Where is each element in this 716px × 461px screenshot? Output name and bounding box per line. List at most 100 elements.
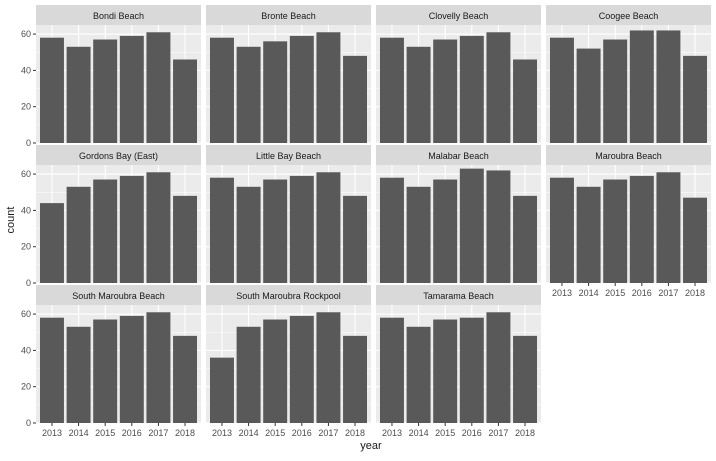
facet-strip [376, 285, 541, 305]
bar [656, 30, 681, 144]
bar [406, 326, 431, 423]
facet-strip [206, 145, 371, 165]
bar [459, 317, 484, 423]
bar [486, 32, 511, 144]
x-tick-label: 2017 [488, 428, 508, 438]
bar [289, 315, 314, 423]
bar [236, 46, 261, 143]
bar [263, 319, 288, 423]
bar [656, 172, 681, 283]
y-tick-label: 0 [26, 418, 31, 428]
bar [236, 326, 261, 423]
x-tick-label: 2017 [148, 428, 168, 438]
bar [263, 41, 288, 143]
x-tick-label: 2013 [552, 288, 572, 298]
x-tick-label: 2016 [292, 428, 312, 438]
bar [236, 186, 261, 283]
y-tick-label: 60 [21, 169, 31, 179]
y-tick-label: 60 [21, 29, 31, 39]
bar [406, 46, 431, 143]
facet-title: Malabar Beach [428, 151, 489, 161]
bar [39, 37, 64, 144]
bar [459, 35, 484, 144]
x-tick-label: 2016 [122, 428, 142, 438]
bar [379, 37, 404, 144]
facet-strip [546, 5, 711, 25]
bar [576, 48, 601, 143]
bar [343, 55, 368, 143]
y-tick-label: 40 [21, 65, 31, 75]
x-tick-label: 2016 [632, 288, 652, 298]
bar [576, 186, 601, 283]
facet-strip [546, 145, 711, 165]
y-tick-label: 40 [21, 205, 31, 215]
facet-strip [376, 145, 541, 165]
bar [379, 317, 404, 423]
bar [146, 32, 171, 144]
bar [316, 172, 341, 283]
y-tick-label: 40 [21, 345, 31, 355]
facet-title: Bronte Beach [261, 11, 316, 21]
y-tick-label: 0 [26, 138, 31, 148]
x-tick-label: 2014 [69, 428, 89, 438]
bar [513, 59, 538, 143]
bar [406, 186, 431, 283]
bar [289, 35, 314, 144]
bar [433, 179, 458, 283]
x-tick-label: 2013 [42, 428, 62, 438]
bar [146, 312, 171, 423]
facet-title: Coogee Beach [599, 11, 659, 21]
y-tick-label: 20 [21, 382, 31, 392]
y-tick-label: 20 [21, 102, 31, 112]
facet-strip [376, 5, 541, 25]
bar [433, 319, 458, 423]
facet-title: South Maroubra Beach [72, 291, 165, 301]
bar [66, 326, 91, 423]
x-axis-title: year [360, 440, 382, 452]
x-tick-label: 2018 [175, 428, 195, 438]
bar [66, 186, 91, 283]
bar [93, 39, 118, 144]
bar [379, 177, 404, 283]
facet-strip [36, 285, 201, 305]
x-tick-label: 2014 [579, 288, 599, 298]
x-tick-label: 2015 [265, 428, 285, 438]
x-tick-label: 2015 [435, 428, 455, 438]
bar [209, 357, 234, 423]
bar [513, 335, 538, 423]
bar [433, 39, 458, 144]
facet-strip [206, 5, 371, 25]
x-tick-label: 2016 [462, 428, 482, 438]
bar [209, 37, 234, 144]
facet-title: Gordons Bay (East) [79, 151, 158, 161]
bar [263, 179, 288, 283]
bar [603, 39, 628, 144]
x-tick-label: 2018 [345, 428, 365, 438]
bar [39, 317, 64, 423]
facet-title: Clovelly Beach [429, 11, 489, 21]
bar [683, 197, 708, 283]
bar [39, 203, 64, 283]
x-tick-label: 2018 [685, 288, 705, 298]
bar [173, 195, 198, 283]
bar [146, 172, 171, 283]
bar [486, 312, 511, 423]
bar [549, 177, 574, 283]
x-tick-label: 2015 [95, 428, 115, 438]
bar [289, 175, 314, 283]
bar [209, 177, 234, 283]
bar [343, 195, 368, 283]
bar [629, 30, 654, 144]
x-tick-label: 2013 [382, 428, 402, 438]
facet-title: South Maroubra Rockpool [236, 291, 341, 301]
facet-title: Bondi Beach [93, 11, 144, 21]
x-tick-label: 2015 [605, 288, 625, 298]
x-tick-label: 2014 [409, 428, 429, 438]
bar [683, 55, 708, 143]
y-tick-label: 60 [21, 309, 31, 319]
y-tick-label: 20 [21, 242, 31, 252]
y-tick-label: 0 [26, 278, 31, 288]
bar [459, 168, 484, 283]
bar [119, 35, 144, 144]
